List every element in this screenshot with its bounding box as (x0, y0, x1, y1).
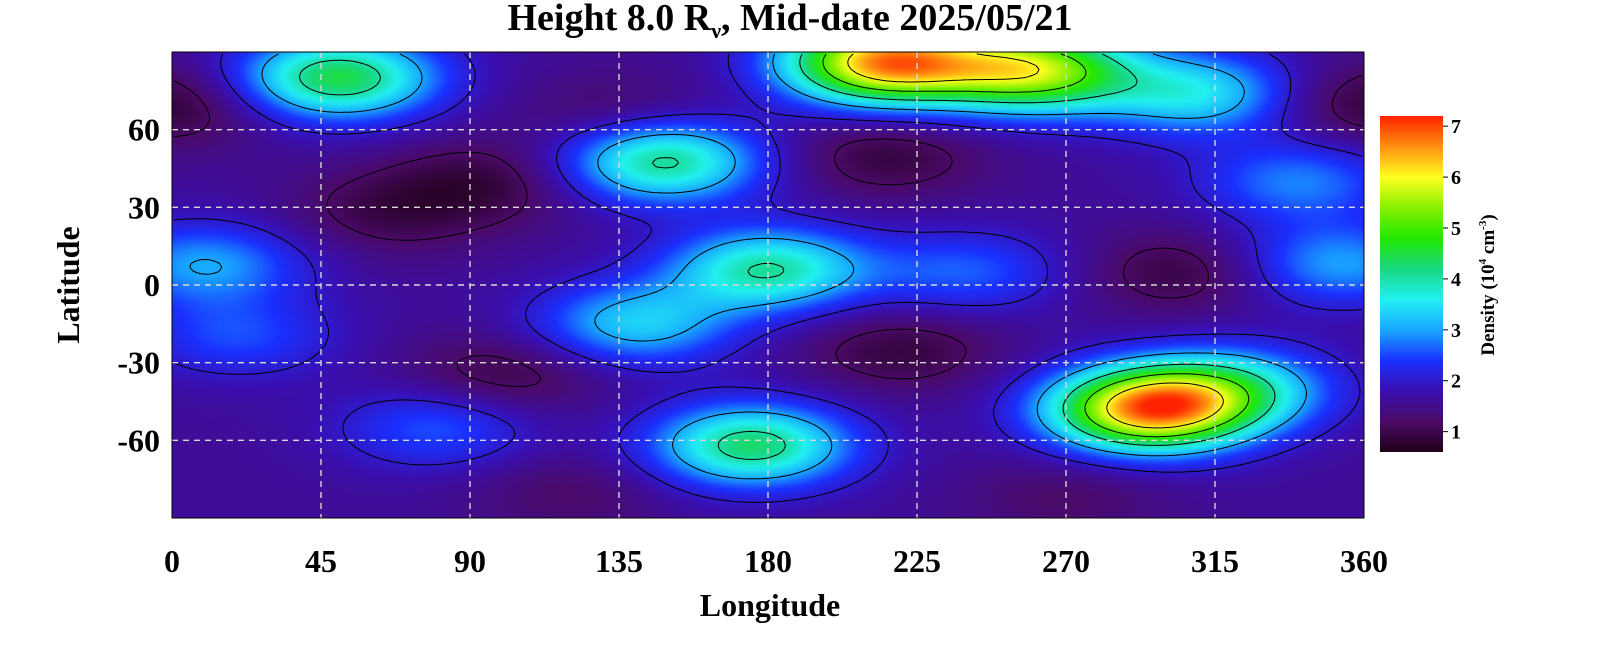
colorbar-ticks: 1 2 3 4 5 6 7 (1443, 116, 1461, 444)
title-subscript: ν (710, 18, 721, 43)
colorbar-tick-label: 3 (1451, 320, 1461, 342)
y-tick-label: 0 (144, 267, 160, 303)
title-prefix: Height 8.0 R (507, 0, 711, 39)
colorbar-label-sup1: 4 (1477, 258, 1489, 264)
x-tick-label: 180 (744, 543, 792, 579)
y-tick-label: -60 (117, 422, 160, 458)
colorbar-tick-label: 7 (1451, 116, 1461, 138)
x-tick-label: 45 (305, 543, 337, 579)
contour-level-1-2 (173, 75, 1363, 387)
grid-lines (172, 52, 1364, 518)
contour-level-5 (822, 53, 1250, 438)
colorbar-label-middle: cm (1478, 230, 1499, 259)
colorbar-tick-label: 6 (1451, 167, 1461, 189)
colorbar-tick-label: 1 (1451, 422, 1461, 444)
density-contours (173, 53, 1363, 503)
contour-level-2 (173, 53, 1363, 503)
colorbar-label-suffix: ) (1478, 214, 1499, 220)
y-tick-label: -30 (117, 345, 160, 381)
colorbar-label-sup2: -3 (1477, 220, 1489, 230)
colorbar (1380, 116, 1443, 452)
x-tick-label: 0 (164, 543, 180, 579)
contour-level-4 (299, 53, 1276, 460)
chart-title: Height 8.0 Rν, Mid-date 2025/05/21 (507, 0, 1072, 43)
colorbar-tick-label: 2 (1451, 371, 1461, 393)
y-tick-label: 60 (128, 112, 160, 148)
colorbar-label: Density (104 cm-3) (1477, 214, 1499, 355)
y-tick-label: 30 (128, 189, 160, 225)
plot-area (172, 52, 1364, 518)
colorbar-label-prefix: Density (10 (1478, 264, 1499, 355)
x-tick-label: 270 (1042, 543, 1090, 579)
plot-frame (171, 51, 1365, 519)
x-tick-label: 360 (1340, 543, 1388, 579)
y-axis-label: Latitude (50, 226, 86, 343)
title-suffix: , Mid-date 2025/05/21 (721, 0, 1072, 39)
x-axis-label: Longitude (700, 587, 840, 623)
x-tick-label: 225 (893, 543, 941, 579)
x-tick-label: 90 (454, 543, 486, 579)
x-tick-label: 135 (595, 543, 643, 579)
contour-level-6 (847, 53, 1224, 429)
x-tick-labels: 0 45 90 135 180 225 270 315 360 (164, 543, 1388, 579)
x-tick-label: 315 (1191, 543, 1239, 579)
colorbar-tick-label: 4 (1451, 269, 1461, 291)
colorbar-tick-label: 5 (1451, 218, 1461, 240)
y-tick-labels: 60 30 0 -30 -60 (117, 112, 160, 459)
contour-level-3 (189, 53, 1307, 480)
